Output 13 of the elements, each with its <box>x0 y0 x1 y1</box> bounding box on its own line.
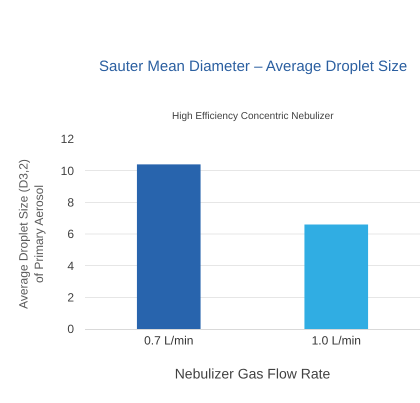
y-tick-label: 0 <box>67 322 74 336</box>
x-axis-title: Nebulizer Gas Flow Rate <box>174 366 331 382</box>
y-tick-label: 4 <box>67 258 74 273</box>
y-axis-title: Average Droplet Size (D3,2) of Primary Aerosol <box>16 159 46 309</box>
y-tick-label: 10 <box>60 164 74 178</box>
x-tick-label: 1.0 L/min <box>312 333 361 348</box>
x-tick-label: 0.7 L/min <box>144 333 194 348</box>
chart-title: Sauter Mean Diameter – Average Droplet Size <box>99 58 408 75</box>
y-tick-label: 12 <box>60 132 74 146</box>
chart-subtitle: High Efficiency Concentric Nebulizer <box>172 111 334 122</box>
y-tick-label: 6 <box>67 227 74 242</box>
y-tick-label: 8 <box>67 196 74 210</box>
y-tick-label: 2 <box>67 290 74 305</box>
